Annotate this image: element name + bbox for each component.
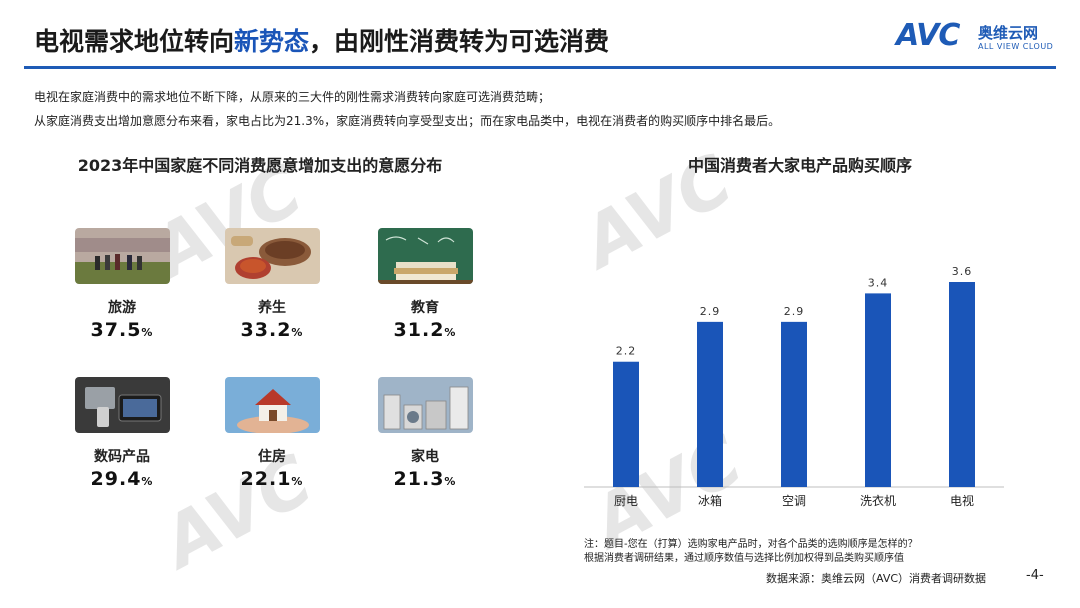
data-label: 2.9 (700, 305, 721, 318)
data-label: 3.6 (952, 265, 973, 278)
left-panel-title: 2023年中国家庭不同消费愿意增加支出的意愿分布 (77, 156, 443, 175)
tile-label: 住房 (258, 449, 286, 465)
page-number: -4- (1026, 568, 1044, 583)
tile-value: 31.2% (393, 319, 457, 341)
logo-en-text: ALL VIEW CLOUD (978, 42, 1054, 51)
logo-mark: AVC (896, 18, 960, 53)
logo-cn-text: 奥维云网 (978, 24, 1039, 42)
description-line-1: 电视在家庭消费中的需求地位不断下降，从原来的三大件的刚性需求消费转向家庭可选消费… (34, 90, 551, 104)
tile-label: 教育 (411, 300, 439, 316)
tile-value: 33.2% (240, 319, 304, 341)
bar (949, 282, 975, 487)
description-line-2: 从家庭消费支出增加意愿分布来看，家电占比为21.3%，家庭消费转向享受型支出；而… (34, 114, 781, 128)
chart-note-line-2: 根据消费者调研结果，通过顺序数值与选择比例加权得到品类购买顺序值 (584, 553, 904, 564)
header-divider (24, 66, 1056, 69)
x-tick-label: 冰箱 (698, 493, 722, 508)
tile-label: 家电 (411, 449, 439, 465)
x-tick-label: 厨电 (614, 494, 638, 508)
data-label: 3.4 (868, 276, 889, 289)
tile-health: 养生 33.2% (222, 228, 322, 341)
bar (613, 361, 639, 487)
tile-housing: 住房 22.1% (222, 377, 322, 490)
digital-devices-photo-icon (74, 377, 170, 433)
x-tick-label: 空调 (782, 494, 806, 508)
page-title: 电视需求地位转向新势态，由刚性消费转为可选消费 (34, 27, 610, 56)
travel-photo-icon (74, 228, 170, 284)
tile-value: 22.1% (240, 468, 304, 490)
tile-value: 29.4% (90, 468, 154, 490)
tile-value: 21.3% (393, 468, 457, 490)
tile-digital: 数码产品 29.4% (72, 377, 172, 490)
purchase-order-bar-chart: 2.2 厨电 2.9 冰箱 2.9 空调 3.4 洗衣机 3.6 电视 (584, 265, 1004, 508)
data-label: 2.9 (784, 305, 805, 318)
books-photo-icon (377, 228, 473, 284)
avc-logo: AVC 奥维云网 ALL VIEW CLOUD (896, 18, 1056, 58)
bar (697, 321, 723, 487)
tile-label: 养生 (258, 300, 286, 316)
health-food-photo-icon (224, 228, 320, 284)
bar (865, 293, 891, 487)
tile-label: 旅游 (108, 300, 136, 316)
tile-value: 37.5% (90, 319, 154, 341)
x-tick-label: 电视 (950, 493, 974, 508)
x-tick-label: 洗衣机 (860, 493, 896, 508)
tile-label: 数码产品 (94, 449, 150, 465)
chart-note-line-1: 注：题目-您在（打算）选购家电产品时，对各个品类的选购顺序是怎样的？ (584, 539, 918, 550)
tile-appliances: 家电 21.3% (375, 377, 475, 490)
home-appliances-photo-icon (377, 377, 473, 433)
bar (781, 321, 807, 487)
tile-education: 教育 31.2% (375, 228, 475, 341)
data-source: 数据来源：奥维云网（AVC）消费者调研数据 (766, 572, 987, 585)
tile-travel: 旅游 37.5% (72, 228, 172, 341)
data-label: 2.2 (616, 345, 637, 358)
chart-title: 中国消费者大家电产品购买顺序 (687, 156, 912, 175)
house-in-hands-photo-icon (224, 377, 320, 433)
